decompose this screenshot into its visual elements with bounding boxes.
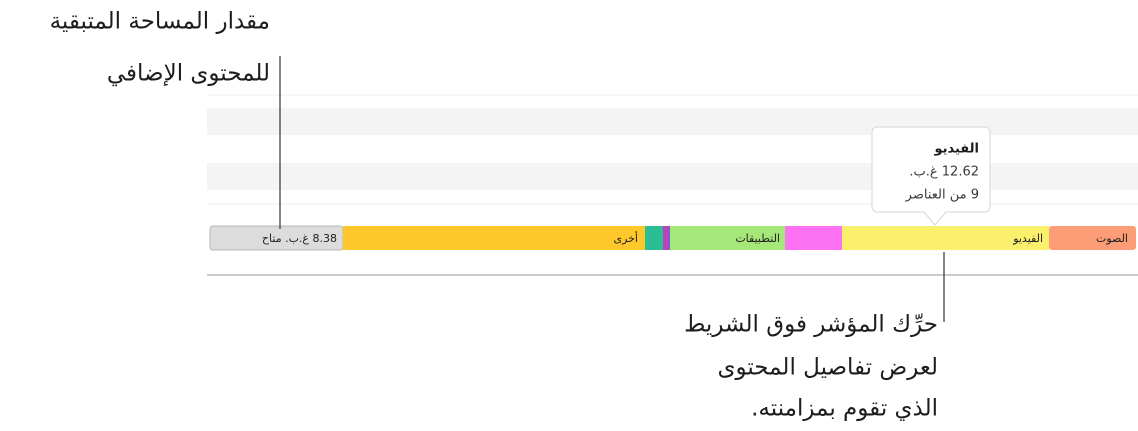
callout-text: لعرض تفاصيل المحتوى [717,355,938,381]
callout-text: للمحتوى الإضافي [107,61,270,87]
tooltip: الفيديو 12.62 غ.ب. 9 من العناصر [871,126,991,226]
segment [343,226,645,250]
tooltip-size: 12.62 غ.ب. [909,165,979,180]
segment-label: أخرى [613,231,638,245]
free-label: 8.38 غ.ب. متاح [262,232,337,245]
segment [842,226,1049,250]
callout-text: الذي تقوم بمزامنته. [751,396,938,422]
segment [1049,226,1136,250]
storage-bar[interactable]: 8.38 غ.ب. متاح الصوت الفيديو التطبيقات أ… [209,225,1136,251]
segment-label: التطبيقات [735,232,780,245]
row-stripe [207,108,1138,135]
row-stripe [207,163,1138,190]
callout-text: حرِّك المؤشر فوق الشريط [684,312,938,338]
segment [670,226,785,250]
tooltip-items: 9 من العناصر [905,188,979,203]
segment [785,226,842,250]
tooltip-box [871,126,991,226]
segment [663,226,668,250]
tooltip-title: الفيديو [933,142,979,157]
segment-label: الصوت [1096,232,1128,245]
segment [645,226,663,250]
segment [668,226,670,250]
callout-text: مقدار المساحة المتبقية [50,9,270,35]
segment-label: الفيديو [1012,232,1043,245]
